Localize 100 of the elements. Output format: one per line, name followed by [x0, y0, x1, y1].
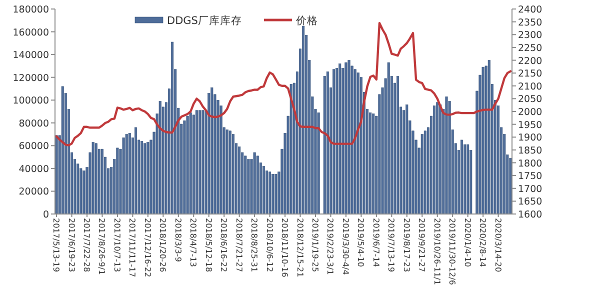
- x-tick-label: 2019/6/7-14: [371, 218, 380, 267]
- y2-tick-label: 1650: [518, 196, 542, 208]
- legend-label: 价格: [294, 15, 318, 27]
- y2-tick-label: 2350: [518, 17, 542, 28]
- y2-tick-label: 2150: [518, 68, 542, 80]
- bar: [226, 130, 228, 214]
- y-tick-label: 180000: [12, 4, 49, 16]
- y-tick-label: 100000: [12, 96, 49, 107]
- y-tick-label: 80000: [18, 118, 49, 130]
- bar: [420, 134, 424, 214]
- bar: [144, 143, 146, 214]
- bar: [433, 106, 436, 214]
- bar: [482, 66, 484, 214]
- bar: [94, 143, 98, 214]
- bar: [198, 110, 201, 214]
- bar: [244, 156, 247, 214]
- x-tick-label: 2019/11/30-12/6: [448, 218, 457, 285]
- y2-tick-label: 1750: [518, 171, 542, 182]
- bar: [354, 69, 356, 214]
- bar: [232, 134, 234, 214]
- x-tick-label: 2018/3/3-9: [173, 218, 182, 262]
- bar: [272, 174, 274, 214]
- bar: [424, 130, 426, 214]
- bar: [146, 142, 150, 214]
- bar: [100, 148, 104, 214]
- y2-tick-label: 1700: [518, 184, 542, 195]
- bar: [128, 132, 131, 214]
- x-tick-label: 2018/1/20-26: [158, 218, 168, 272]
- x-tick-label: 2017/5/13-19: [52, 218, 61, 272]
- bar: [332, 69, 336, 214]
- bar: [122, 138, 125, 214]
- bar: [372, 114, 375, 214]
- x-tick-label: 2019/8/17-23: [402, 218, 411, 272]
- y-tick-label: 20000: [18, 186, 49, 198]
- x-tick-label: 2020/2/8-14: [478, 218, 488, 267]
- x-tick-label: 2018/4/7-13: [188, 218, 198, 267]
- bar: [436, 102, 439, 214]
- bar: [488, 60, 490, 214]
- bar: [262, 166, 265, 214]
- y-tick-label: 40000: [18, 164, 49, 175]
- y2-tick-label: 2000: [518, 107, 542, 118]
- y2-tick-label: 2400: [518, 4, 542, 16]
- bar: [253, 152, 256, 214]
- x-tick-label: 2018/7/21-27: [234, 218, 244, 272]
- bar: [348, 60, 350, 214]
- x-tick-label: 2020/1/4-10: [462, 218, 472, 267]
- bar: [125, 134, 128, 214]
- x-tick-label: 2019/7/13-19: [386, 218, 396, 272]
- bar: [302, 26, 305, 214]
- y-tick-label: 160000: [12, 27, 49, 38]
- y-tick-label: 140000: [12, 50, 49, 62]
- y-tick-label: 120000: [12, 72, 49, 84]
- y2-tick-label: 2100: [518, 81, 542, 92]
- bar: [140, 140, 144, 214]
- x-tick-label: 2019/10/26-11/1: [432, 218, 442, 285]
- bar: [406, 104, 408, 214]
- y2-tick-label: 1850: [518, 145, 542, 156]
- x-tick-label: 2018/5/12-18: [204, 218, 213, 272]
- bar: [228, 130, 232, 214]
- bar: [396, 76, 399, 214]
- bar: [445, 96, 448, 214]
- x-tick-label: 2019/9/21-27: [417, 218, 426, 272]
- bar: [238, 146, 241, 214]
- bar: [356, 72, 360, 214]
- bar: [210, 87, 214, 214]
- x-tick-label: 2018/10/6-12: [264, 218, 274, 272]
- bar: [466, 144, 470, 214]
- bar: [338, 64, 342, 214]
- bar: [92, 142, 94, 214]
- x-tick-label: 2019/1/19-25: [310, 218, 320, 272]
- x-tick-label: 2019/2/23-3/1: [326, 218, 335, 275]
- y-tick-label: 60000: [18, 141, 49, 152]
- bar: [134, 127, 137, 214]
- bar: [290, 84, 292, 214]
- y2-tick-label: 1600: [518, 210, 542, 220]
- x-tick-label: 2017/6/19-23: [66, 218, 76, 272]
- bar: [61, 86, 64, 214]
- x-tick-label: 2017/12/16-22: [142, 218, 152, 278]
- bar: [439, 104, 442, 214]
- bar: [82, 170, 86, 214]
- bar: [268, 172, 272, 214]
- x-tick-label: 2018/8/25-31: [250, 218, 259, 272]
- bar: [158, 101, 162, 214]
- bar: [186, 116, 189, 214]
- x-tick-label: 2017/11/11-17: [128, 218, 137, 278]
- bar: [509, 158, 512, 214]
- x-tick-label: 2018/6/16-22: [219, 218, 228, 272]
- y2-tick-label: 2200: [518, 56, 542, 67]
- x-tick-label: 2017/10/7-13: [112, 218, 122, 272]
- y2-tick-label: 1900: [518, 132, 542, 144]
- legend-label: DDGS厂库库存: [167, 14, 242, 27]
- bar: [387, 62, 390, 214]
- bar: [326, 71, 329, 214]
- y2-tick-label: 2250: [518, 42, 542, 54]
- x-tick-label: 2018/12/15-21: [295, 218, 304, 278]
- bar: [256, 156, 259, 214]
- x-tick-label: 2017/8/26-9/1: [97, 218, 106, 275]
- y2-tick-label: 1800: [518, 158, 542, 170]
- bar: [195, 110, 198, 214]
- bar: [344, 62, 348, 214]
